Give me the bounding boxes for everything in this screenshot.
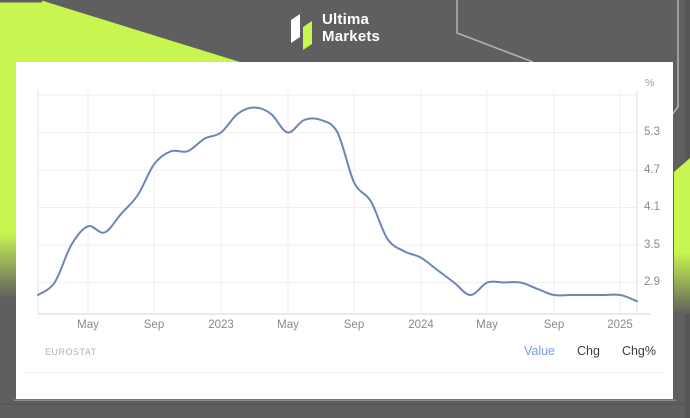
x-tick-label: Sep <box>543 319 565 331</box>
x-tick-label: 2024 <box>408 319 434 331</box>
x-tick-label: 2023 <box>208 319 234 331</box>
lime-fade-left <box>0 232 16 298</box>
value-link[interactable]: Value <box>523 344 556 358</box>
hexagon-outline-icon <box>456 0 534 63</box>
ultima-logo-icon <box>291 14 312 50</box>
brand-name-line2: Markets <box>322 28 381 45</box>
y-tick-label: 5.3 <box>644 126 660 138</box>
x-tick-label: Sep <box>343 319 365 331</box>
x-tick-label: May <box>277 319 299 331</box>
lime-wedge-right <box>674 158 690 252</box>
chg-pct-link[interactable]: Chg% <box>621 344 656 358</box>
v-gridlines <box>87 90 621 314</box>
brand-name-line1: Ultima <box>322 11 370 28</box>
h-gridlines <box>38 94 637 283</box>
footer-shadow-line <box>0 403 690 405</box>
footer-divider <box>24 372 665 373</box>
x-tick-label: Sep <box>143 319 165 331</box>
y-tick-label: 4.1 <box>644 201 660 213</box>
source-label: EUROSTAT <box>45 347 97 357</box>
y-tick-label: 2.9 <box>644 276 660 288</box>
chart-panel: % 5.3 4.7 4.1 3.5 2.9 May Sep 2023 May S… <box>16 62 673 399</box>
x-tick-label: May <box>476 319 498 331</box>
x-tick-label: 2025 <box>607 319 633 331</box>
chg-link[interactable]: Chg <box>577 344 600 358</box>
x-tick-label: May <box>77 319 99 331</box>
y-tick-label: 4.7 <box>644 164 660 176</box>
hexagon-outline-right-icon <box>670 0 679 117</box>
brand-logo: Ultima Markets <box>288 11 380 51</box>
lime-wedge-left <box>0 0 240 232</box>
y-tick-label: 3.5 <box>644 239 660 251</box>
top-edge-line <box>0 0 42 3</box>
y-axis-unit-label: % <box>645 77 655 89</box>
panel-bottom-line <box>14 399 676 401</box>
plot-borders <box>37 90 650 315</box>
chart-mode-links: Value Chg Chg% <box>16 344 656 358</box>
data-series-line <box>37 106 638 303</box>
lime-fade-right <box>674 252 690 314</box>
line-chart[interactable] <box>16 62 673 399</box>
